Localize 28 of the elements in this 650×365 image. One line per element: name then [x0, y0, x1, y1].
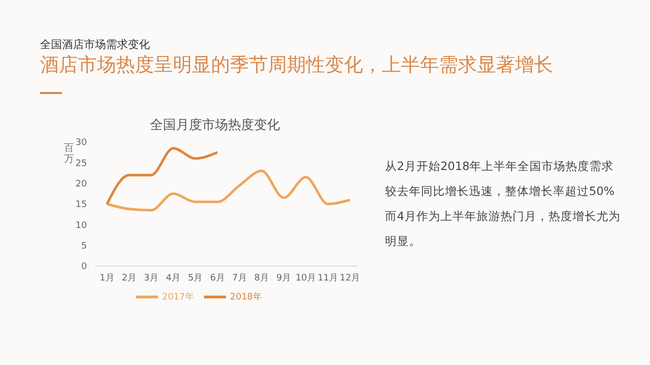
x-tick-label: 6月 [210, 273, 225, 284]
y-tick-label: 30 [76, 138, 88, 148]
chart-title: 全国月度市场热度变化 [149, 117, 281, 134]
y-tick-label: 25 [76, 158, 87, 169]
line-series [106, 170, 352, 212]
x-tick-label: 3月 [144, 273, 159, 284]
x-tick-label: 9月 [276, 273, 292, 284]
legend-label: 2018年 [230, 292, 262, 302]
x-tick-label: 11月 [318, 273, 338, 284]
text: 从2月开始2018年上半年全国市场热度需求较去年同比增长迅速，整体增长率超过50%而4月作为上半年旅游热门月，热度增长尤为明显。 [385, 158, 622, 250]
text: 全国酒店市场需求变化 [40, 37, 150, 52]
text: 酒店市场热度呈明显的季节周期性变化，上半年需求显著增长 [40, 53, 553, 78]
x-tick-label: 7月 [232, 273, 247, 284]
x-tick-label: 5月 [188, 273, 203, 284]
x-tick-label: 4月 [166, 273, 181, 284]
y-tick-label: 15 [76, 200, 87, 210]
y-tick-label: 5 [81, 242, 87, 252]
y-tick-label: 10 [76, 220, 88, 231]
x-tick-label: 8月 [254, 273, 270, 284]
x-tick-label: 12月 [340, 273, 360, 284]
y-tick-label: 0 [81, 262, 88, 272]
x-tick-label: 1月 [100, 273, 114, 284]
y-tick-label: 20 [76, 180, 88, 190]
x-tick-label: 2月 [122, 273, 136, 284]
legend-label: 2017年 [162, 292, 194, 302]
y-axis-title: 百万 [64, 143, 75, 165]
x-tick-label: 10月 [296, 273, 316, 284]
line-series [106, 146, 219, 206]
